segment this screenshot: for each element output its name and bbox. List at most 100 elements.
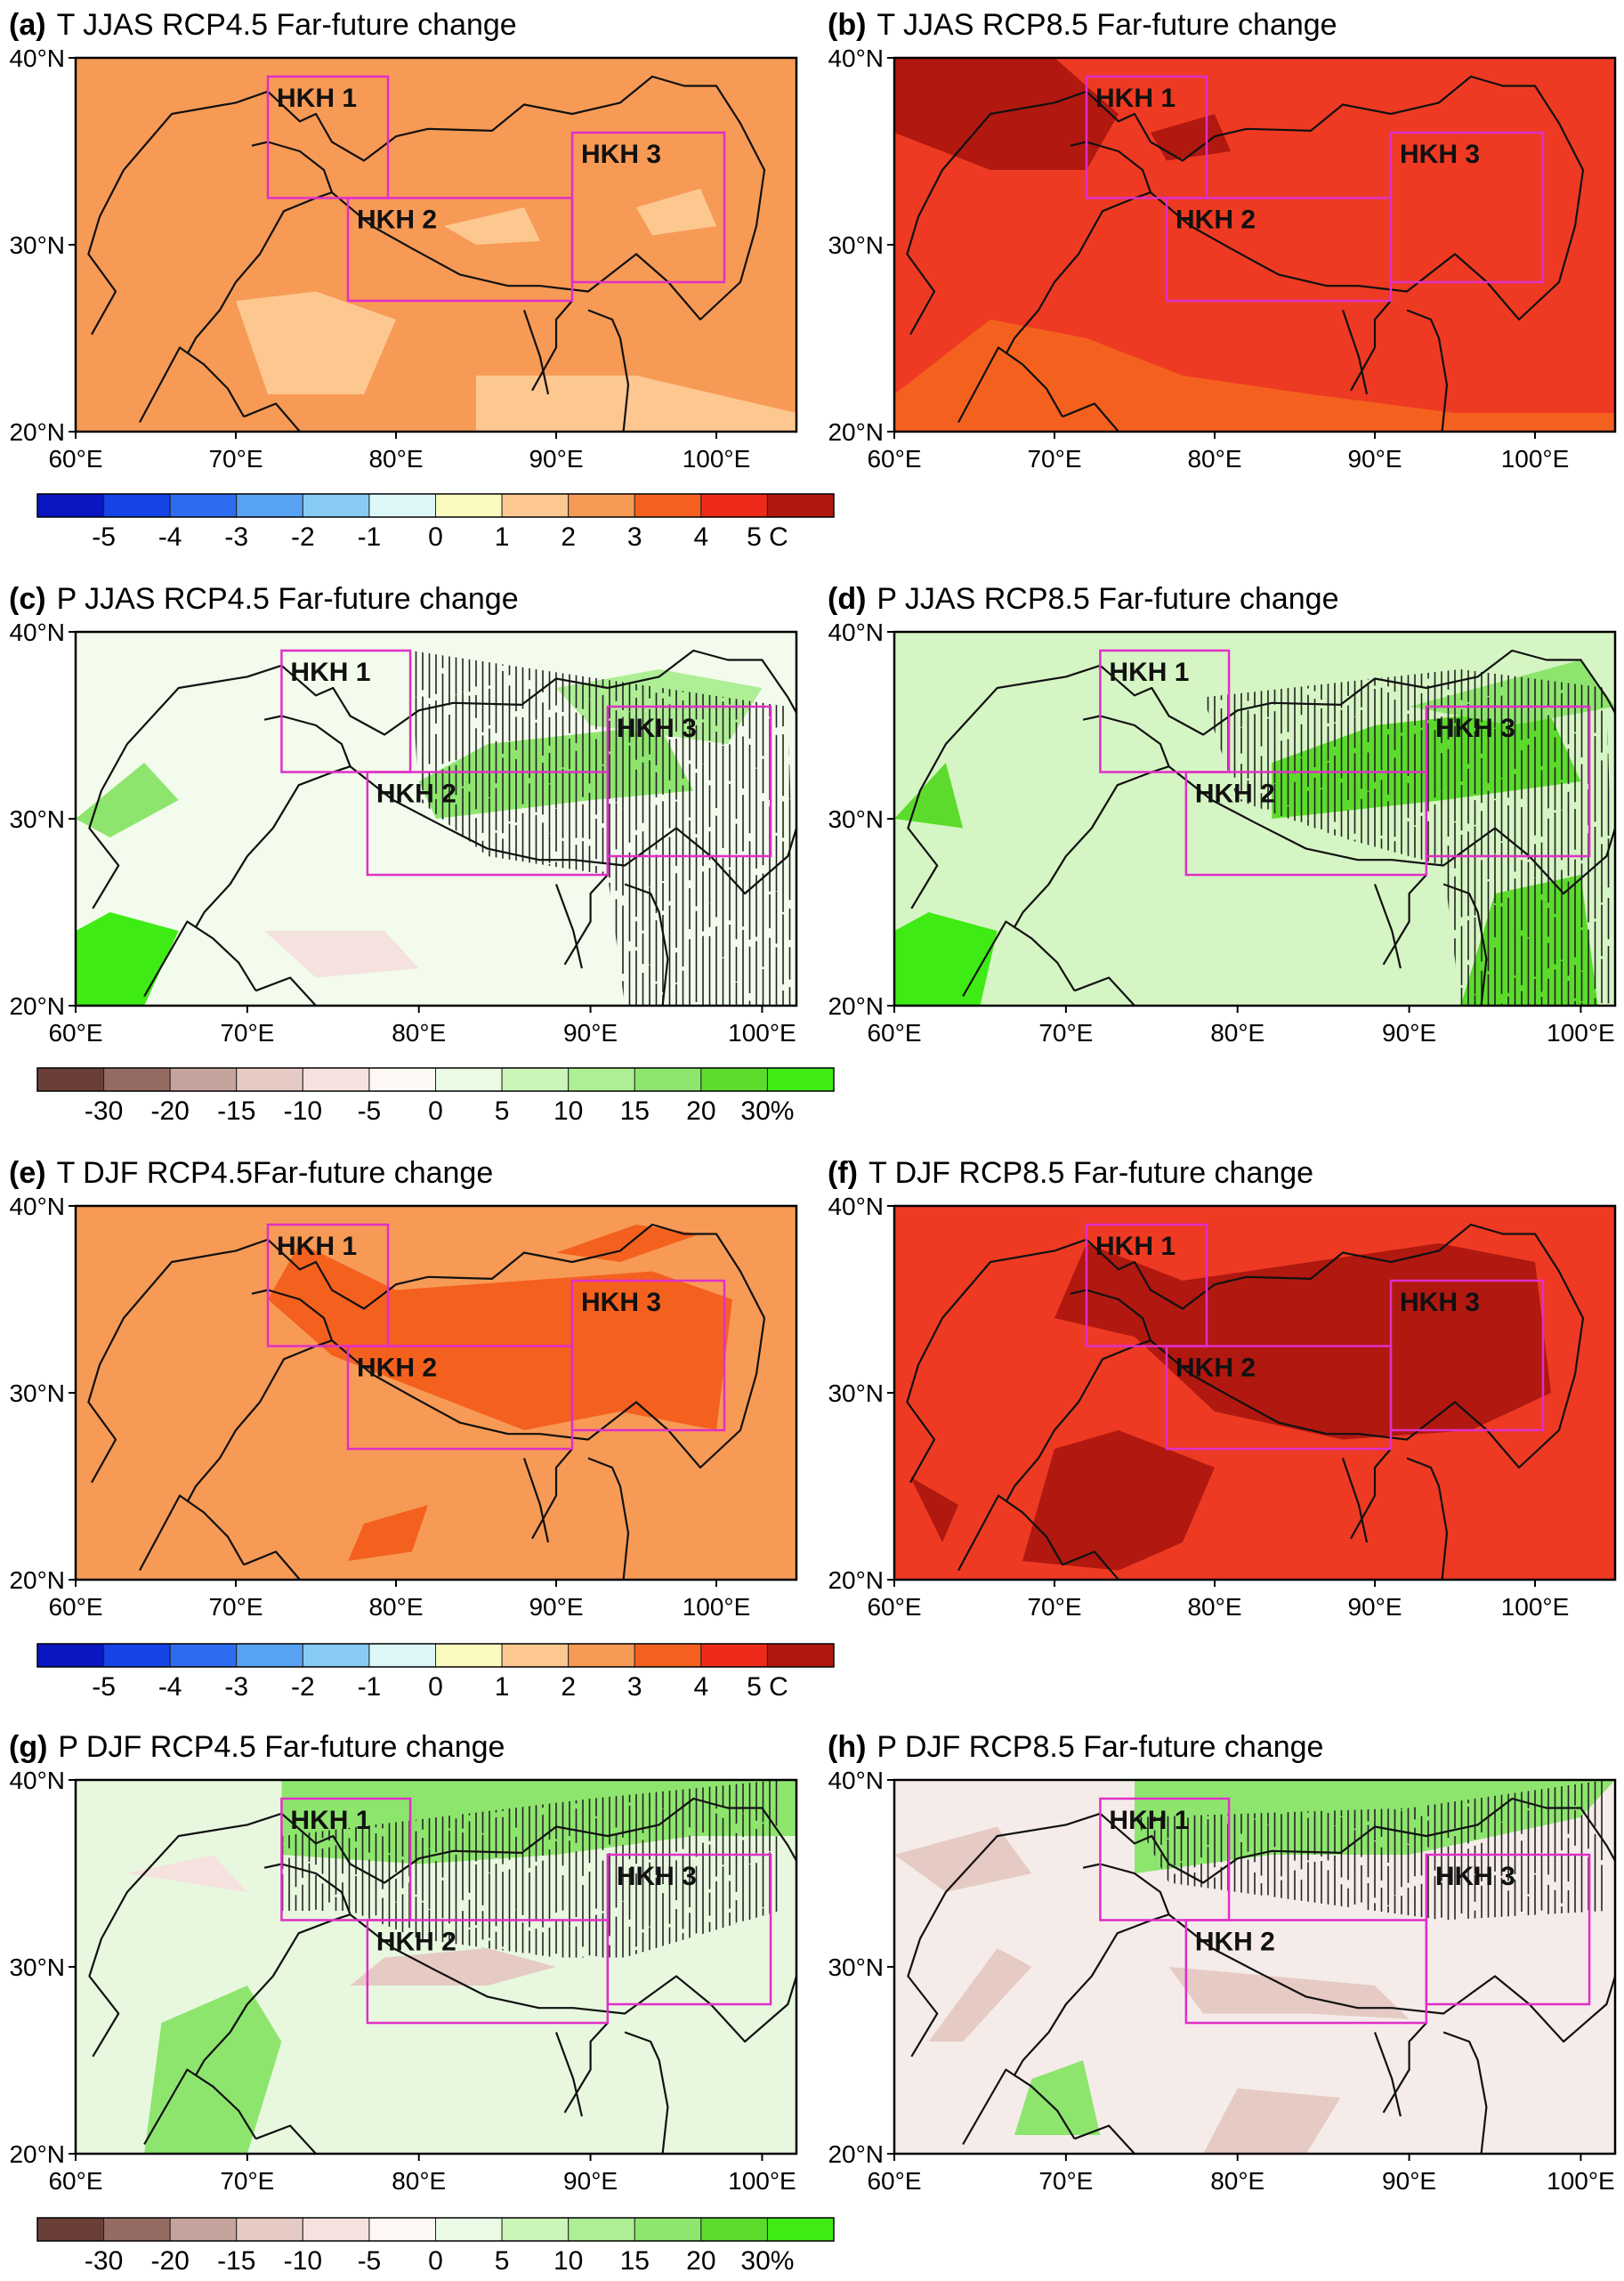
- region-label: HKH 3: [1435, 714, 1515, 743]
- colorbar-swatch: [700, 493, 768, 518]
- colorbar-label: -2: [291, 1672, 315, 1702]
- boundary-line: [1373, 2032, 1402, 2117]
- colorbar-label: 10: [553, 1096, 583, 1126]
- boundary-line: [554, 884, 583, 969]
- region-label: HKH 2: [1176, 206, 1256, 235]
- lon-tick-label: 80°E: [392, 1019, 446, 1047]
- lon-tick-label: 80°E: [368, 1593, 423, 1621]
- region-label: HKH 1: [1095, 84, 1176, 113]
- colorbar-label: -1: [358, 522, 382, 552]
- colorbar-swatch: [634, 1067, 702, 1092]
- boundary-line: [1442, 2031, 1488, 2154]
- colorbar-label: -3: [224, 1672, 248, 1702]
- field-patch: [894, 763, 964, 829]
- lon-tick-label: 80°E: [1187, 1593, 1241, 1621]
- boundary-line: [1406, 1457, 1449, 1580]
- lon-tick-label: 80°E: [1187, 445, 1241, 473]
- lon-tick-label: 100°E: [683, 1593, 751, 1621]
- colorbar-label: 0: [428, 1672, 443, 1702]
- field-patch: [1014, 2060, 1101, 2135]
- colorbar-label: 2: [561, 522, 576, 552]
- map-field: HKH 1 HKH 2 HKH 3: [894, 632, 1615, 1006]
- boundary-line: [255, 976, 317, 1006]
- boundary-line: [1070, 141, 1152, 193]
- boundary-line: [139, 1494, 245, 1572]
- region-label: HKH 2: [1195, 780, 1275, 809]
- region-box: [1085, 75, 1208, 199]
- colorbar-label: -15: [217, 1096, 255, 1126]
- boundary-line: [531, 1448, 573, 1540]
- colorbar-label: -20: [150, 2246, 189, 2276]
- colorbar-swatch: [368, 1067, 436, 1092]
- lon-tick-label: 80°E: [1210, 2167, 1264, 2195]
- colorbar-label: -2: [291, 522, 315, 552]
- region-label: HKH 1: [277, 84, 357, 113]
- boundary-line: [1070, 1289, 1152, 1341]
- colorbar-label: 5: [495, 2246, 510, 2276]
- colorbar-label: 1: [495, 522, 510, 552]
- field-patch: [76, 763, 179, 837]
- lon-tick-label: 100°E: [728, 2167, 796, 2195]
- boundary-line: [907, 649, 1615, 928]
- boundary-line: [263, 715, 351, 767]
- lat-tick-label: 20°N: [9, 418, 65, 446]
- region-label: HKH 1: [1095, 1232, 1176, 1261]
- boundary-line: [1062, 1550, 1119, 1580]
- boundary-line: [88, 1797, 796, 2076]
- lat-tick-label: 40°N: [9, 1767, 65, 1794]
- colorbar-swatch: [700, 2217, 768, 2242]
- boundary-line: [139, 346, 245, 424]
- region-label: HKH 3: [1400, 140, 1480, 169]
- region-box: [1425, 1853, 1591, 2006]
- colorbar-swatch: [435, 493, 503, 518]
- boundary-line: [957, 346, 1063, 424]
- lat-tick-label: 30°N: [9, 1953, 65, 1981]
- field-patch: [476, 376, 796, 432]
- lon-tick-label: 100°E: [683, 445, 751, 473]
- lat-tick-label: 40°N: [828, 1767, 884, 1794]
- colorbar-swatch: [700, 1067, 768, 1092]
- panel-label: (e): [9, 1156, 46, 1190]
- lat-tick-label: 20°N: [9, 1566, 65, 1594]
- colorbar-label: 20: [686, 1096, 715, 1126]
- lat-tick-label: 30°N: [828, 1953, 884, 1981]
- region-box: [1085, 1223, 1208, 1347]
- colorbar-swatch: [302, 1067, 370, 1092]
- field-patch: [268, 1243, 732, 1430]
- field-patch: [348, 1505, 428, 1561]
- colorbar-label: -5: [358, 1096, 382, 1126]
- lat-tick-label: 30°N: [9, 231, 65, 259]
- region-label: HKH 2: [376, 1928, 456, 1957]
- colorbar-swatch: [302, 1643, 370, 1668]
- panel-title-text: P JJAS RCP4.5 Far-future change: [57, 582, 519, 616]
- colorbar-swatch: [368, 1643, 436, 1668]
- colorbar-label: 15: [620, 1096, 650, 1126]
- colorbar-label: -1: [358, 1672, 382, 1702]
- lon-tick-label: 90°E: [529, 445, 583, 473]
- colorbar-swatch: [36, 1643, 105, 1668]
- region-label: HKH 3: [617, 1862, 697, 1891]
- colorbar-label: 5 C: [747, 1672, 788, 1702]
- colorbar-swatch: [103, 1643, 171, 1668]
- region-box: [1099, 1797, 1231, 1921]
- lon-tick-label: 90°E: [1347, 1593, 1402, 1621]
- panel-title-text: T JJAS RCP8.5 Far-future change: [877, 8, 1337, 42]
- colorbar-swatch: [766, 2217, 835, 2242]
- boundary-line: [531, 300, 573, 392]
- panel-label: (d): [828, 582, 866, 616]
- colorbar-swatch: [36, 493, 105, 518]
- field-patch: [894, 58, 1119, 170]
- colorbar-swatch: [103, 493, 171, 518]
- lat-tick-label: 30°N: [828, 1379, 884, 1407]
- colorbar-label: 2: [561, 1672, 576, 1702]
- lat-tick-label: 40°N: [828, 1193, 884, 1220]
- boundary-line: [251, 1289, 334, 1341]
- field-patch: [894, 320, 1615, 432]
- field-patch: [126, 1855, 247, 1892]
- colorbar-swatch: [634, 493, 702, 518]
- colorbar-swatch: [700, 1643, 768, 1668]
- region-label: HKH 1: [1109, 658, 1189, 687]
